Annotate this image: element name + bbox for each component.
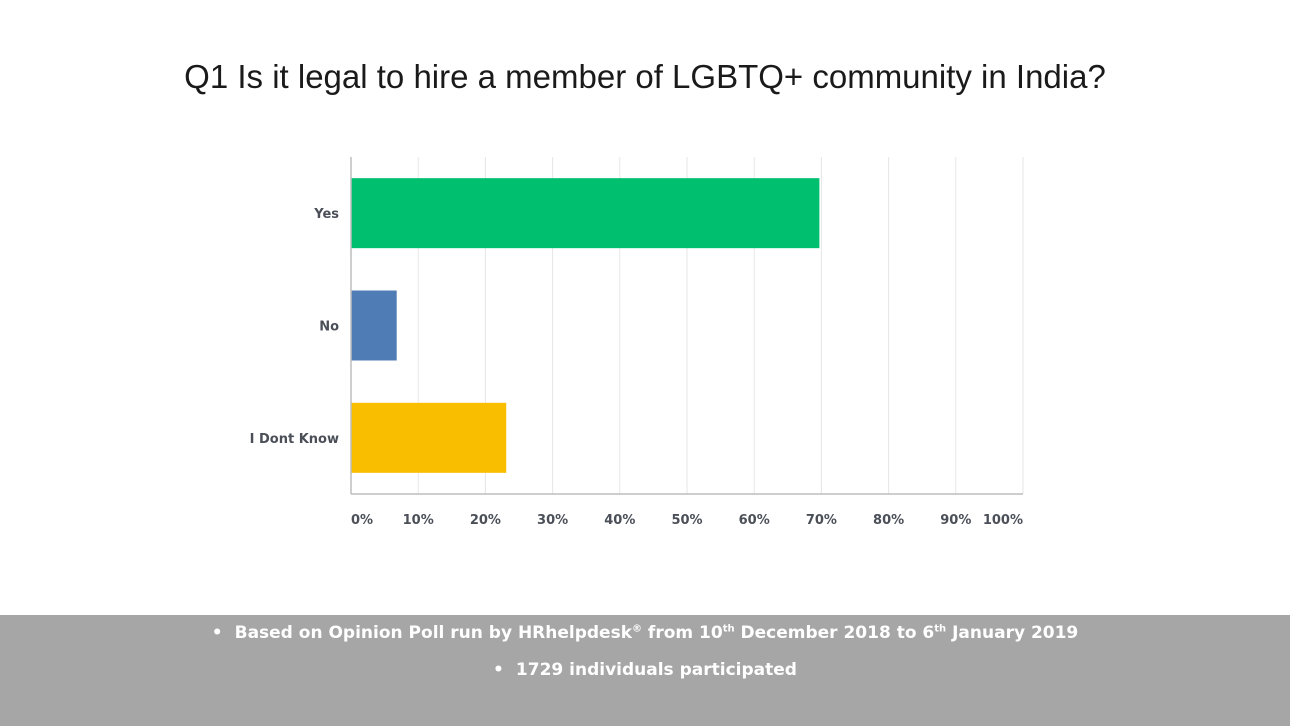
ordinal-suffix: th xyxy=(722,623,735,635)
note-text: December 2018 to 6 xyxy=(734,623,935,643)
note-text: January 2019 xyxy=(946,623,1079,643)
bullet: • xyxy=(493,660,504,680)
bar-i-dont-know xyxy=(351,402,507,473)
note-text: Based on Opinion Poll run by HRhelpdesk xyxy=(234,623,633,643)
tick-label: 80% xyxy=(873,513,904,528)
tick-label: 40% xyxy=(604,513,635,528)
category-label: No xyxy=(319,320,339,335)
bar-yes xyxy=(351,178,820,249)
note-text: 1729 individuals participated xyxy=(515,660,797,680)
tick-label: 60% xyxy=(739,513,770,528)
note-line-2: • 1729 individuals participated xyxy=(0,660,1290,680)
tick-label: 30% xyxy=(537,513,568,528)
note-line-1: • Based on Opinion Poll run by HRhelpdesk… xyxy=(0,623,1290,643)
tick-label: 90% xyxy=(940,513,971,528)
axes xyxy=(350,157,1023,495)
tick-label: 70% xyxy=(806,513,837,528)
tick-label: 0% xyxy=(351,513,373,528)
registered-mark: ® xyxy=(632,623,643,635)
tick-label: 20% xyxy=(470,513,501,528)
tick-labels: 0% 10% 20% 30% 40% 50% 60% 70% 80% 90% 100% xyxy=(351,513,1023,528)
ordinal-suffix: th xyxy=(934,623,947,635)
bar-no xyxy=(351,290,397,361)
category-labels: Yes No I Dont Know xyxy=(250,207,340,447)
chart-title: Q1 Is it legal to hire a member of LGBTQ… xyxy=(184,58,1106,95)
tick-label: 50% xyxy=(671,513,702,528)
tick-label: 100% xyxy=(983,513,1023,528)
bar-chart: Yes No I Dont Know 0% 10% 20% 30% 40% 50% 60% 70%… xyxy=(250,157,1024,528)
note-text: from 10 xyxy=(642,623,723,643)
tick-label: 10% xyxy=(403,513,434,528)
category-label: Yes xyxy=(313,207,339,222)
bars xyxy=(351,178,820,473)
category-label: I Dont Know xyxy=(250,432,339,447)
footer-notes: • Based on Opinion Poll run by HRhelpdesk… xyxy=(0,615,1290,726)
bullet: • xyxy=(211,623,223,643)
